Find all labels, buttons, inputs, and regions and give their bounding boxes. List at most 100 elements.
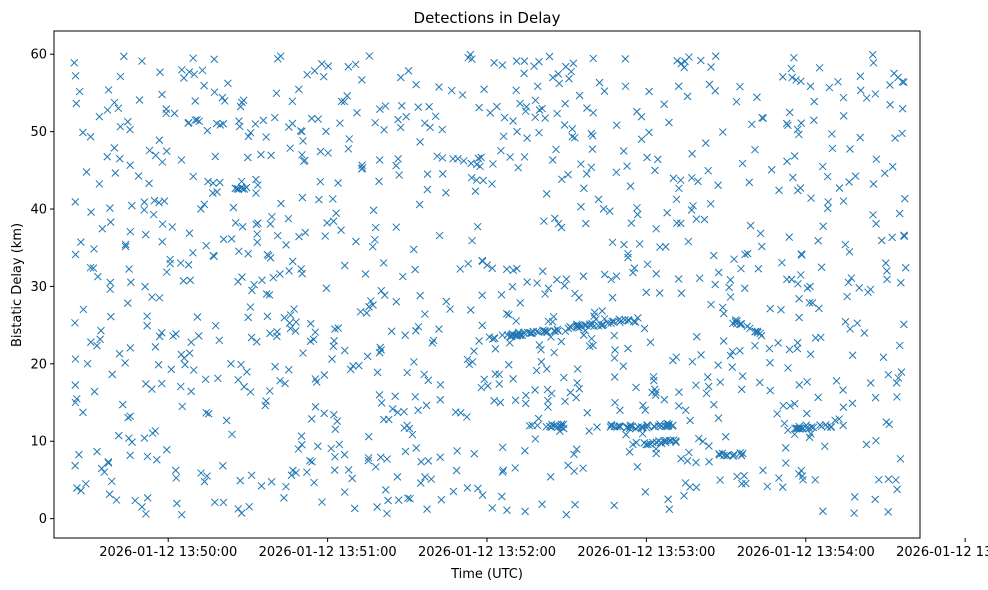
detection-point — [319, 72, 328, 81]
detection-point — [785, 345, 794, 354]
detection-point — [795, 381, 804, 389]
detection-point — [87, 208, 95, 217]
detection-point — [785, 108, 794, 117]
detection-point — [71, 355, 80, 363]
detection-point — [498, 468, 507, 476]
detection-point — [841, 317, 850, 326]
detection-point — [96, 335, 104, 344]
detection-point — [649, 376, 658, 385]
detection-point — [525, 421, 534, 430]
detection-point — [108, 370, 117, 379]
y-axis-label: Bistatic Delay (km) — [10, 223, 25, 347]
detection-point — [718, 449, 727, 458]
detection-point — [366, 297, 375, 305]
detection-point — [187, 338, 196, 347]
detection-point — [253, 230, 262, 238]
detection-point — [294, 445, 303, 453]
detection-point — [897, 368, 906, 377]
detection-point — [282, 241, 290, 249]
detection-point — [595, 78, 604, 87]
detection-point — [235, 117, 243, 125]
detection-point — [90, 245, 98, 253]
detection-point — [559, 373, 568, 382]
detection-point — [645, 87, 653, 96]
detection-point — [156, 68, 164, 77]
detection-point — [421, 473, 429, 481]
detection-point — [538, 500, 546, 509]
detection-point — [598, 307, 607, 315]
detection-point — [143, 494, 152, 502]
detection-point — [856, 133, 865, 142]
detection-point — [379, 259, 388, 267]
detection-point — [740, 471, 748, 480]
detection-point — [590, 312, 598, 321]
detection-point — [276, 376, 284, 385]
detection-point — [377, 286, 386, 295]
detection-point — [886, 81, 894, 89]
detection-point — [683, 456, 692, 465]
detection-point — [126, 278, 135, 287]
detection-point — [540, 217, 548, 226]
detection-point — [343, 91, 352, 100]
detection-point — [151, 151, 160, 160]
detection-point — [224, 79, 232, 88]
detection-point — [687, 206, 696, 214]
detection-point — [322, 127, 330, 136]
detection-point — [573, 378, 582, 387]
detection-point — [705, 442, 713, 450]
detection-point — [692, 332, 701, 341]
detection-point — [257, 150, 265, 159]
detection-point — [478, 491, 487, 499]
detection-point — [520, 69, 528, 78]
detection-point — [737, 319, 746, 328]
detection-point — [662, 436, 670, 445]
detection-point — [846, 145, 854, 153]
detection-point — [406, 494, 414, 503]
detection-point — [263, 312, 272, 321]
detection-point — [89, 264, 98, 273]
detection-point — [141, 230, 150, 239]
detection-point — [702, 389, 711, 398]
detection-point — [780, 419, 789, 428]
detection-point — [504, 360, 513, 369]
detection-point — [793, 338, 802, 347]
detection-point — [115, 349, 124, 358]
detection-point — [619, 362, 628, 370]
detection-point — [387, 327, 396, 336]
detection-point — [259, 116, 268, 125]
detection-point — [805, 298, 814, 307]
detection-point — [459, 157, 468, 165]
detection-point — [814, 236, 822, 245]
detection-point — [778, 258, 786, 267]
detection-point — [855, 284, 864, 292]
detection-point — [696, 56, 705, 65]
detection-point — [415, 200, 424, 209]
detection-point — [612, 121, 621, 130]
detection-point — [235, 247, 243, 256]
detection-point — [657, 422, 666, 431]
detection-point — [75, 450, 83, 459]
detection-point — [562, 510, 571, 519]
detection-point — [106, 218, 115, 227]
detection-point — [860, 329, 869, 337]
detection-point — [187, 387, 196, 396]
detection-point — [412, 80, 420, 89]
detection-point — [681, 406, 690, 415]
detection-point — [381, 102, 390, 110]
detection-point — [747, 120, 756, 129]
detection-point — [138, 502, 146, 511]
detection-point — [608, 317, 617, 326]
detection-point — [369, 301, 377, 309]
detection-point — [277, 199, 285, 208]
detection-point — [509, 117, 517, 125]
detection-point — [311, 328, 320, 337]
chart-title: Detections in Delay — [414, 9, 561, 27]
detection-point — [583, 104, 591, 112]
detection-point — [466, 306, 475, 314]
detection-point — [580, 184, 588, 193]
detection-point — [528, 329, 536, 338]
detection-point — [292, 318, 300, 326]
detection-point — [191, 116, 200, 124]
detection-point — [831, 416, 839, 425]
detection-point — [751, 327, 760, 336]
